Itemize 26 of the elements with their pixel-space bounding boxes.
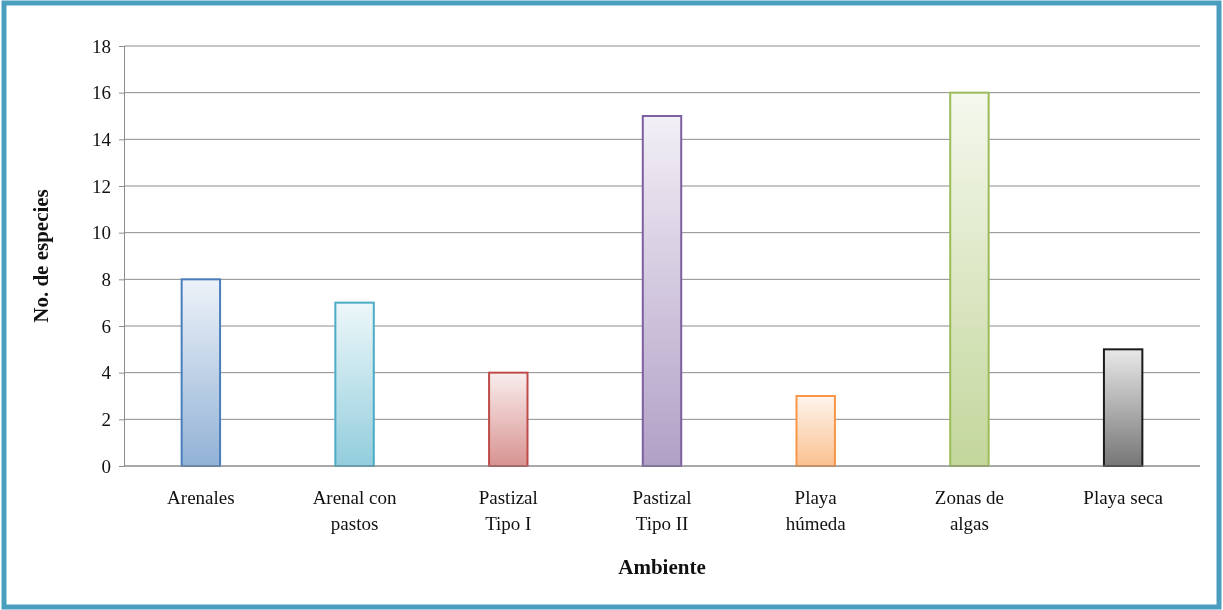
y-tick-label: 12	[92, 175, 111, 197]
y-tick-label: 14	[92, 128, 112, 150]
bar	[1102, 348, 1144, 467]
y-tick-label: 18	[92, 35, 111, 57]
x-tick-label: Arenales	[167, 487, 235, 508]
x-tick-label: Arenal con pastos	[312, 487, 397, 534]
bar	[641, 115, 683, 467]
bar	[949, 91, 990, 467]
bar	[488, 371, 529, 467]
x-tick-label: Pastizal Tipo II	[632, 487, 692, 534]
x-tick-label: Pastizal Tipo I	[478, 487, 538, 534]
y-tick-label: 6	[101, 315, 111, 337]
bar	[334, 301, 375, 467]
x-tick-label: Playa seca	[1083, 487, 1164, 508]
y-tick-label: 0	[101, 455, 111, 477]
x-axis-title: Ambiente	[618, 555, 706, 579]
y-tick-label: 10	[92, 222, 111, 244]
y-tick-label: 2	[101, 408, 111, 430]
bar	[180, 278, 222, 467]
y-tick-label: 8	[101, 268, 111, 290]
x-tick-label: Zonas de algas	[934, 487, 1004, 534]
y-tick-label: 4	[101, 362, 112, 384]
y-axis-title: No. de especies	[29, 189, 53, 323]
y-tick-label: 16	[92, 82, 111, 104]
bar	[795, 395, 836, 467]
x-tick-label: Playa húmeda	[785, 487, 847, 534]
